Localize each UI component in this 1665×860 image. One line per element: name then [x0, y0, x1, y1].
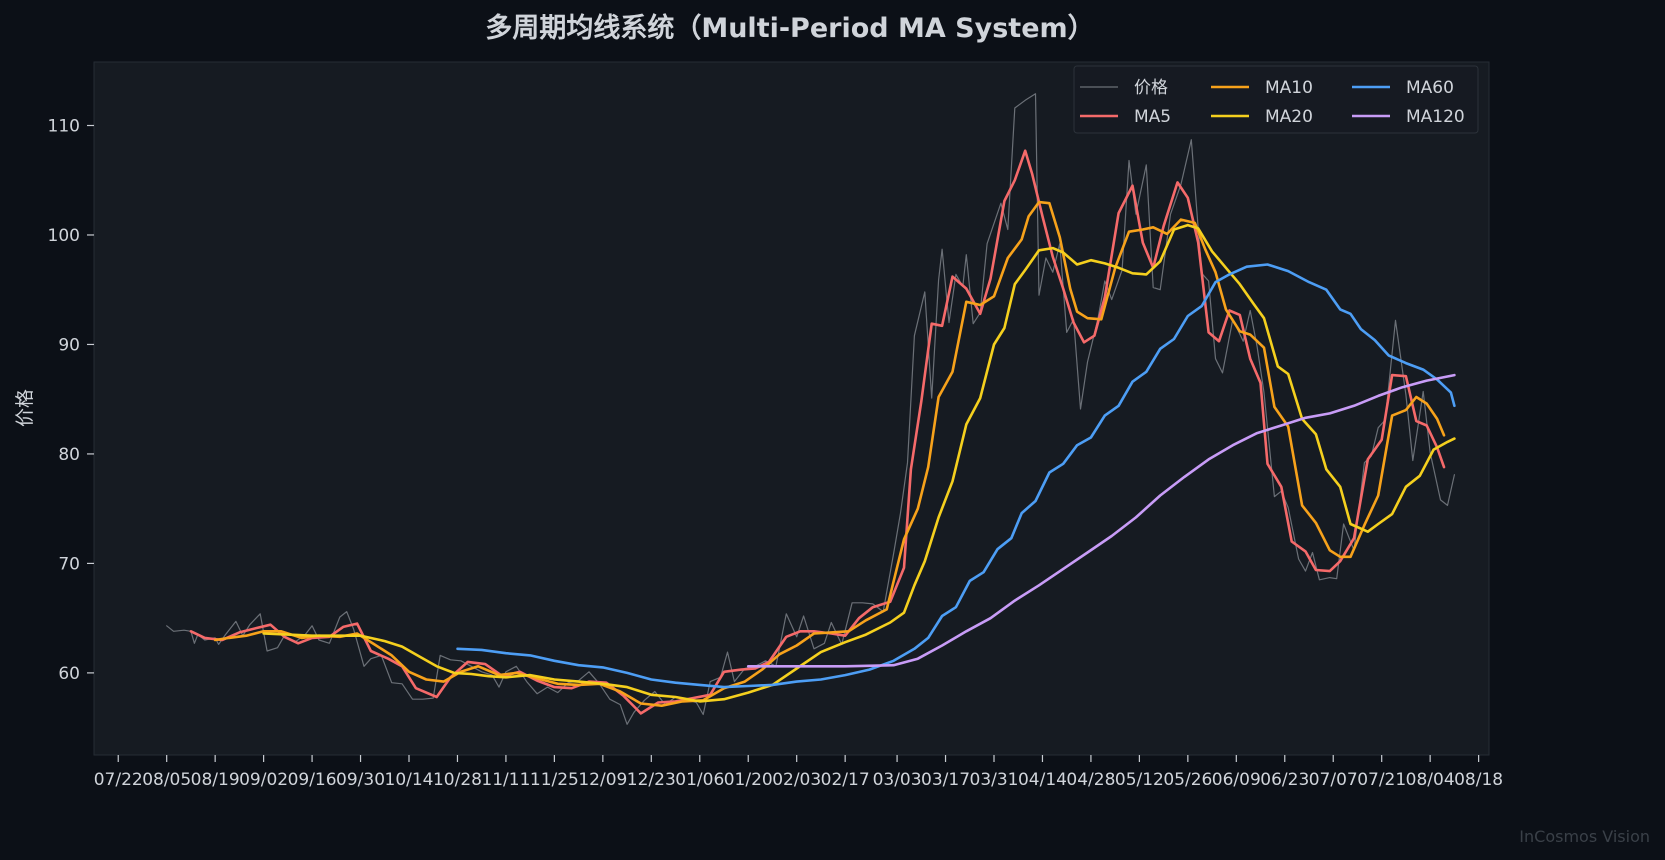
x-tick-label: 02/03 — [772, 770, 821, 790]
legend-label: MA5 — [1134, 107, 1171, 127]
x-tick-label: 03/31 — [970, 770, 1019, 790]
chart-title: 多周期均线系统（Multi-Period MA System） — [485, 12, 1094, 44]
x-tick-label: 09/02 — [239, 770, 288, 790]
x-tick-label: 07/07 — [1309, 770, 1358, 790]
x-tick-label: 02/17 — [821, 770, 870, 790]
y-tick-label: 70 — [58, 554, 80, 574]
series-line-ma60 — [456, 263, 1456, 689]
x-tick-label: 09/30 — [336, 770, 385, 790]
x-tick-label: 08/04 — [1406, 770, 1455, 790]
series-line-ma120 — [746, 373, 1456, 668]
legend-label: MA60 — [1406, 78, 1454, 98]
legend-label: 价格 — [1134, 78, 1168, 98]
series-line-ma5 — [189, 149, 1446, 715]
x-tick-label: 03/03 — [873, 770, 922, 790]
x-tick-label: 08/18 — [1454, 770, 1503, 790]
y-axis: 60 70 80 90 100 110 — [48, 116, 94, 684]
x-tick-label: 12/23 — [627, 770, 676, 790]
y-tick-label: 110 — [48, 116, 80, 136]
x-tick-label: 08/05 — [142, 770, 191, 790]
legend: 价格 MA5 MA10 MA20 MA60 MA120 — [1073, 65, 1479, 134]
x-tick-label: 11/25 — [530, 770, 579, 790]
x-tick-label: 05/26 — [1163, 770, 1212, 790]
legend-label: MA20 — [1265, 107, 1313, 127]
series-line-ma10 — [213, 200, 1446, 707]
series-lines — [166, 93, 1456, 725]
plot-area — [93, 61, 1490, 756]
legend-label: MA10 — [1265, 78, 1313, 98]
watermark: InCosmos Vision — [1519, 827, 1650, 846]
x-tick-label: 07/22 — [94, 770, 143, 790]
x-tick-label: 05/12 — [1115, 770, 1164, 790]
x-tick-label: 10/14 — [385, 770, 434, 790]
y-tick-label: 90 — [58, 335, 80, 355]
y-tick-label: 80 — [58, 445, 80, 465]
x-tick-label: 11/11 — [481, 770, 530, 790]
x-tick-label: 04/14 — [1018, 770, 1067, 790]
x-tick-label: 09/16 — [288, 770, 337, 790]
y-tick-label: 60 — [58, 664, 80, 684]
x-tick-label: 03/17 — [921, 770, 970, 790]
x-tick-label: 12/09 — [578, 770, 627, 790]
y-tick-label: 100 — [48, 226, 80, 246]
y-axis-label: 价格 — [14, 389, 36, 427]
x-tick-label: 06/23 — [1260, 770, 1309, 790]
x-tick-label: 01/06 — [675, 770, 724, 790]
x-tick-label: 07/21 — [1357, 770, 1406, 790]
series-line-价格 — [166, 93, 1455, 725]
x-axis: 07/22 08/05 08/19 09/02 09/16 09/30 10/14 10/28… — [94, 755, 1503, 790]
x-tick-label: 04/28 — [1066, 770, 1115, 790]
x-tick-label: 06/09 — [1212, 770, 1261, 790]
x-tick-label: 10/28 — [433, 770, 482, 790]
x-tick-label: 01/20 — [724, 770, 773, 790]
x-tick-label: 08/19 — [191, 770, 240, 790]
legend-label: MA120 — [1406, 107, 1465, 127]
